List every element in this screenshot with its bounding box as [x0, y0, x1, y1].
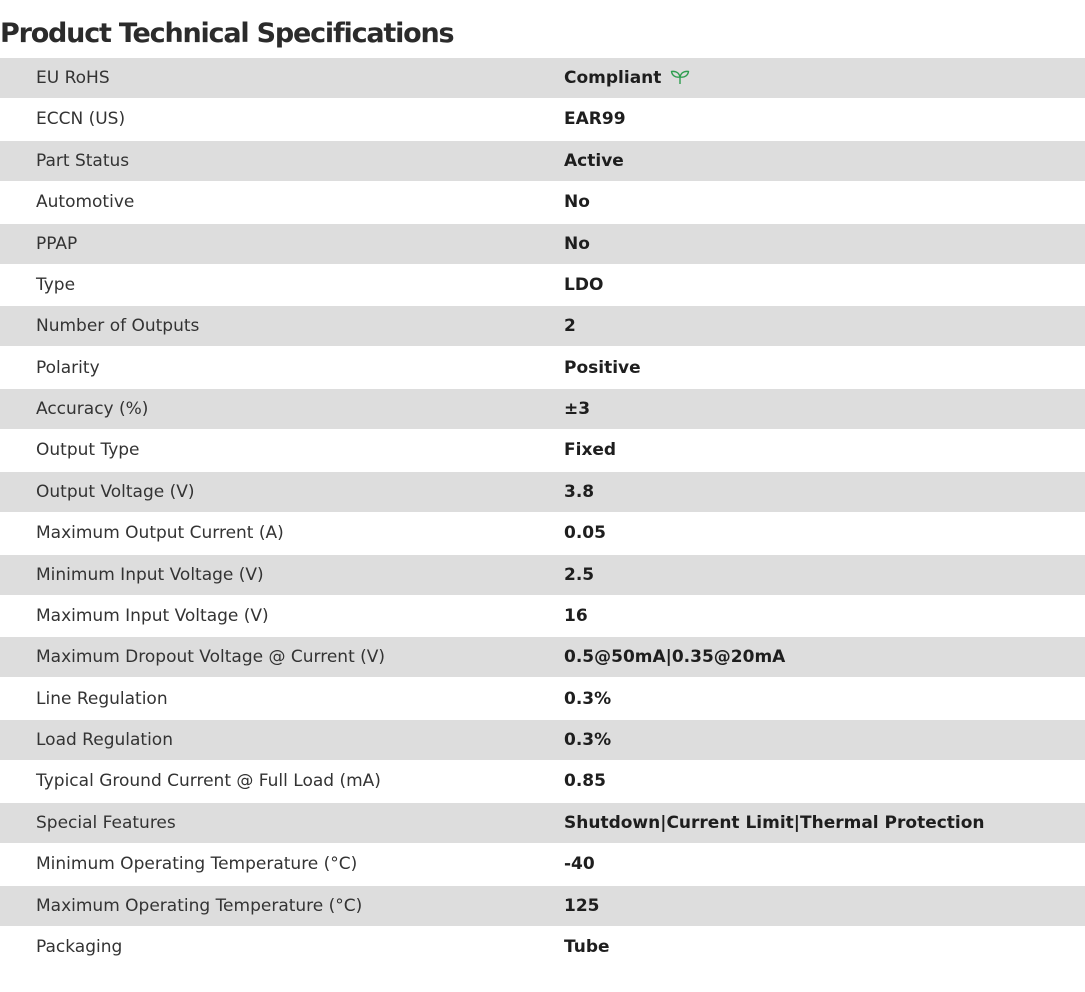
spec-value: Positive	[564, 357, 641, 378]
spec-value-cell: Compliant	[564, 58, 1085, 98]
spec-label: Maximum Dropout Voltage @ Current (V)	[0, 637, 564, 678]
spec-row-packaging: Packaging Tube	[0, 926, 1085, 969]
spec-value: 0.85	[564, 771, 606, 792]
spec-value: 0.3%	[564, 720, 1085, 760]
spec-row-max-operating-temp: Maximum Operating Temperature (°C) 125	[0, 885, 1085, 926]
spec-row-number-of-outputs: Number of Outputs 2	[0, 306, 1085, 347]
spec-label: Load Regulation	[0, 720, 564, 760]
spec-value: Active	[564, 140, 1085, 181]
spec-value: Shutdown|Current Limit|Thermal Protectio…	[564, 802, 1085, 843]
spec-row-part-status: Part Status Active	[0, 140, 1085, 181]
spec-value: Tube	[564, 936, 610, 957]
spec-value: ±3	[564, 389, 1085, 429]
spec-label: Packaging	[36, 936, 123, 957]
spec-label: Maximum Input Voltage (V)	[36, 605, 269, 626]
spec-label: Minimum Input Voltage (V)	[0, 554, 564, 595]
spec-row-load-regulation: Load Regulation 0.3%	[0, 720, 1085, 760]
page-title: Product Technical Specifications	[0, 18, 455, 50]
spec-label: PPAP	[0, 223, 564, 264]
spec-label: Automotive	[36, 192, 135, 213]
leaf-icon	[671, 70, 690, 84]
spec-value: 2	[564, 306, 1085, 347]
spec-value: LDO	[564, 274, 604, 295]
spec-row-output-voltage: Output Voltage (V) 3.8	[0, 471, 1085, 512]
spec-row-eccn: ECCN (US) EAR99	[0, 98, 1085, 141]
spec-row-ground-current: Typical Ground Current @ Full Load (mA) …	[0, 760, 1085, 803]
spec-label: Output Voltage (V)	[0, 471, 564, 512]
spec-label: Output Type	[36, 440, 140, 461]
spec-value: 16	[564, 605, 588, 626]
spec-label: Part Status	[0, 140, 564, 181]
spec-row-ppap: PPAP No	[0, 223, 1085, 264]
spec-row-eu-rohs: EU RoHS Compliant	[0, 58, 1085, 98]
spec-label: Type	[36, 274, 76, 295]
spec-value: 0.3%	[564, 688, 612, 709]
spec-row-output-type: Output Type Fixed	[0, 429, 1085, 472]
spec-row-automotive: Automotive No	[0, 181, 1085, 224]
spec-label: Minimum Operating Temperature (°C)	[36, 854, 358, 875]
spec-value: 0.5@50mA|0.35@20mA	[564, 637, 1085, 678]
spec-row-special-features: Special Features Shutdown|Current Limit|…	[0, 802, 1085, 843]
spec-value: No	[564, 223, 1085, 264]
spec-label: Accuracy (%)	[0, 389, 564, 429]
spec-label: Number of Outputs	[0, 306, 564, 347]
spec-value: 2.5	[564, 554, 1085, 595]
spec-table: EU RoHS Compliant ECCN (US) EAR99 Part S…	[0, 58, 1085, 968]
spec-row-type: Type LDO	[0, 264, 1085, 307]
spec-value: EAR99	[564, 109, 626, 130]
spec-row-max-output-current: Maximum Output Current (A) 0.05	[0, 512, 1085, 555]
spec-label: Maximum Operating Temperature (°C)	[0, 885, 564, 926]
spec-value: Compliant	[564, 68, 662, 88]
spec-label: Typical Ground Current @ Full Load (mA)	[36, 771, 381, 792]
spec-label: Special Features	[0, 802, 564, 843]
spec-value: Fixed	[564, 440, 617, 461]
spec-label: Polarity	[36, 357, 100, 378]
spec-value: 0.05	[564, 523, 606, 544]
spec-row-line-regulation: Line Regulation 0.3%	[0, 677, 1085, 720]
spec-label: EU RoHS	[0, 58, 564, 98]
spec-label: ECCN (US)	[36, 109, 126, 130]
spec-row-max-input-voltage: Maximum Input Voltage (V) 16	[0, 595, 1085, 638]
spec-value: 125	[564, 885, 1085, 926]
spec-row-accuracy: Accuracy (%) ±3	[0, 389, 1085, 429]
spec-value: 3.8	[564, 471, 1085, 512]
spec-row-polarity: Polarity Positive	[0, 346, 1085, 389]
spec-row-min-input-voltage: Minimum Input Voltage (V) 2.5	[0, 554, 1085, 595]
spec-row-min-operating-temp: Minimum Operating Temperature (°C) -40	[0, 843, 1085, 886]
spec-value: No	[564, 192, 590, 213]
spec-row-max-dropout-voltage: Maximum Dropout Voltage @ Current (V) 0.…	[0, 637, 1085, 678]
spec-label: Maximum Output Current (A)	[36, 523, 284, 544]
spec-label: Line Regulation	[36, 688, 168, 709]
spec-value: -40	[564, 854, 595, 875]
